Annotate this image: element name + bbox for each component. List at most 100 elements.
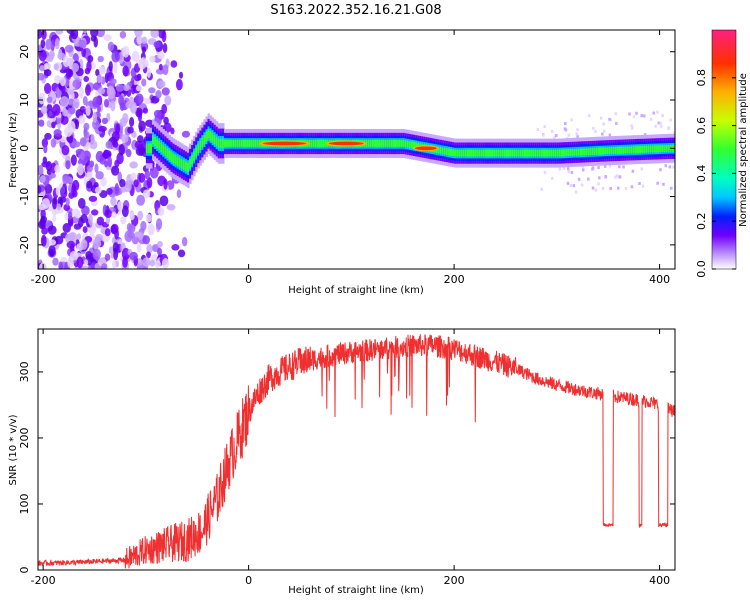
heatmap-cell <box>244 140 248 147</box>
heatmap-cell <box>563 149 566 157</box>
heatmap-cell <box>634 146 638 154</box>
heatmap-cell <box>616 147 619 154</box>
heatmap-cell <box>630 124 633 128</box>
heatmap-cell <box>606 147 609 155</box>
heatmap-cell <box>618 165 621 169</box>
heatmap-cell <box>175 78 183 91</box>
heatmap-cell <box>38 30 43 39</box>
heatmap-cell <box>365 140 369 147</box>
heatmap-cell <box>142 189 151 199</box>
heatmap-cell <box>456 149 459 157</box>
heatmap-cell <box>647 145 650 153</box>
heatmap-cell <box>617 186 620 190</box>
heatmap-cell <box>195 147 198 157</box>
heatmap-cell <box>66 240 76 249</box>
heatmap-cell <box>574 190 578 194</box>
y-tick-label: 200 <box>18 427 31 448</box>
heatmap-cell <box>631 169 635 173</box>
heatmap-cell <box>641 146 644 153</box>
heatmap-cell <box>599 147 603 155</box>
heatmap-cell <box>653 145 656 153</box>
heatmap-cell <box>536 128 540 132</box>
heatmap-cell <box>570 171 574 175</box>
heatmap-cell <box>113 61 118 74</box>
heatmap-cell <box>77 163 84 176</box>
heatmap-cell <box>157 247 163 256</box>
heatmap-cell <box>657 121 661 125</box>
heatmap-cell <box>146 177 153 189</box>
heatmap-cell <box>474 149 478 157</box>
heatmap-cell <box>217 138 221 149</box>
heatmap-cell <box>117 201 124 212</box>
heatmap-cell <box>145 119 154 128</box>
heatmap-cell <box>652 111 655 115</box>
heatmap-cell <box>52 215 57 222</box>
x-tick-label: 200 <box>444 273 465 286</box>
heatmap-cell <box>119 178 126 188</box>
heatmap-cell <box>661 114 664 118</box>
heatmap-cell <box>121 205 129 218</box>
heatmap-cell <box>415 142 418 150</box>
heatmap-cell <box>316 140 319 147</box>
heatmap-cell <box>105 141 113 149</box>
heatmap-cell <box>608 147 611 155</box>
heatmap-cell <box>507 149 511 157</box>
heatmap-cell <box>85 141 91 150</box>
heatmap-cell <box>215 136 219 147</box>
heatmap-cell <box>626 146 630 154</box>
heatmap-cell <box>94 163 99 174</box>
heatmap-cell <box>166 203 176 211</box>
heatmap-cell <box>226 140 229 147</box>
heatmap-cell <box>80 150 85 161</box>
heatmap-cell <box>602 147 605 155</box>
heatmap-cell <box>40 105 48 115</box>
heatmap-cell <box>122 256 128 268</box>
heatmap-cell <box>656 181 659 185</box>
heatmap-cell <box>640 114 643 118</box>
heatmap-cell <box>104 228 111 237</box>
heatmap-cell <box>641 184 645 188</box>
heatmap-cell <box>567 149 570 157</box>
heatmap-cell <box>577 148 580 156</box>
heatmap-cell <box>67 211 73 220</box>
heatmap-cell <box>515 149 519 157</box>
heatmap-cell <box>130 172 137 181</box>
heatmap-cell <box>472 149 476 157</box>
heatmap-cell <box>155 90 162 99</box>
heatmap-cell <box>134 140 144 150</box>
heatmap-cell <box>413 142 416 149</box>
heatmap-cell <box>180 159 184 169</box>
heatmap-cell <box>46 96 53 104</box>
heatmap-cell <box>572 184 576 188</box>
heatmap-cell <box>38 164 44 176</box>
heatmap-cell <box>54 74 62 84</box>
heatmap-cell <box>256 140 260 147</box>
heatmap-cell <box>59 96 69 108</box>
heatmap-cell <box>632 115 636 119</box>
heatmap-cell <box>593 148 597 155</box>
heatmap-cell <box>400 140 404 147</box>
heatmap-cell <box>211 132 215 143</box>
heatmap-cell <box>655 145 659 153</box>
heatmap-cell <box>172 153 176 164</box>
heatmap-cell <box>628 112 631 116</box>
heatmap-cell <box>546 149 550 157</box>
heatmap-cell <box>146 251 151 259</box>
heatmap-cell <box>509 149 513 157</box>
heatmap-cell <box>170 60 178 68</box>
heatmap-cell <box>76 233 82 241</box>
heatmap-cell <box>601 186 605 190</box>
heatmap-cell <box>41 227 49 235</box>
heatmap-cell <box>614 112 617 116</box>
chart-title: S163.2022.352.16.21.G08 <box>270 3 441 18</box>
heatmap-cell <box>89 160 95 168</box>
heatmap-cell <box>127 126 134 134</box>
heatmap-cell <box>458 149 461 157</box>
heatmap-cell <box>40 234 47 247</box>
heatmap-cell <box>402 140 406 147</box>
heatmap-cell <box>141 78 147 87</box>
heatmap-cell <box>441 147 445 155</box>
heatmap-cell <box>72 179 80 191</box>
heatmap-cell <box>624 186 628 190</box>
heatmap-cell <box>643 145 646 153</box>
